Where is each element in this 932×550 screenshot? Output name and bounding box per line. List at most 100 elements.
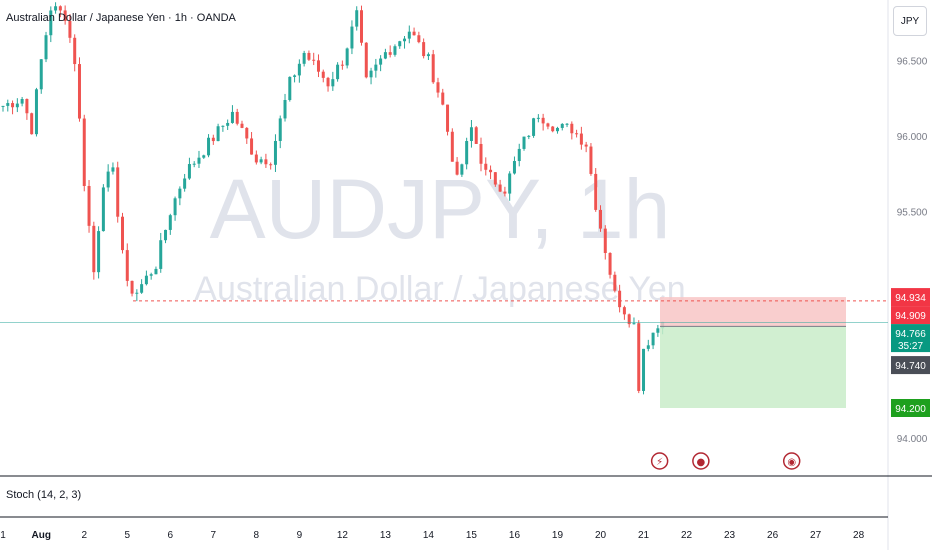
candle-body	[417, 35, 421, 43]
lightning-event-icon-glyph: ⚡	[656, 457, 663, 468]
candle-body	[532, 118, 536, 136]
candle-body	[297, 63, 301, 76]
candle-body	[97, 231, 101, 273]
price-label-text: 94.766	[895, 329, 926, 340]
lightning-event-icon[interactable]	[650, 452, 669, 470]
candle-body	[6, 103, 10, 106]
candle-body	[254, 154, 258, 163]
x-tick-label: 20	[595, 530, 607, 541]
candle-body	[460, 164, 464, 175]
candle-body	[187, 164, 191, 179]
x-tick-label: 26	[767, 530, 779, 541]
candle-body	[622, 307, 626, 315]
candle-body	[192, 163, 196, 165]
candle-body	[441, 92, 445, 105]
candle-body	[364, 42, 368, 78]
x-tick-label: 16	[509, 530, 521, 541]
globe-event-icon-glyph: ◉	[787, 457, 796, 468]
candle-body	[565, 123, 569, 125]
candle-body	[632, 323, 636, 325]
candle-body	[479, 143, 483, 164]
candle-body	[517, 148, 521, 162]
candle-body	[546, 123, 550, 127]
candle-body	[436, 82, 440, 93]
candle-body	[651, 332, 655, 346]
candle-body	[508, 173, 512, 194]
x-tick-label: Aug	[32, 530, 51, 541]
candle-body	[144, 275, 148, 285]
candle-body	[560, 123, 564, 128]
candle-body	[1, 105, 5, 107]
candle-body	[512, 161, 516, 174]
candle-body	[589, 146, 593, 174]
candle-body	[111, 167, 115, 172]
candle-body	[340, 64, 344, 66]
candle-body	[407, 31, 411, 39]
watermark-name: Australian Dollar / Japanese Yen	[194, 270, 685, 308]
candle-body	[278, 118, 282, 141]
price-label-box	[891, 324, 930, 343]
candle-body	[259, 159, 263, 163]
candle-body	[82, 118, 86, 186]
candle-body	[484, 163, 488, 170]
candle-body	[446, 104, 450, 132]
candle-body	[168, 215, 172, 230]
candle-body	[197, 157, 201, 164]
candle-body	[374, 64, 378, 71]
red-dot-event-icon-glyph: ●	[697, 457, 706, 468]
candle-body	[130, 280, 134, 294]
candle-body	[34, 89, 38, 135]
price-label-text: 94.934	[895, 293, 926, 304]
candle-body	[54, 6, 58, 11]
candle-body	[164, 229, 168, 241]
price-label-text: 94.909	[895, 311, 926, 322]
candle-body	[235, 111, 239, 124]
price-label-text: 35:27	[898, 341, 923, 352]
candle-body	[92, 225, 96, 273]
x-tick-label: 5	[124, 530, 130, 541]
globe-event-icon[interactable]	[782, 452, 801, 470]
candle-body	[388, 52, 392, 55]
candle-body	[618, 290, 622, 308]
red-dot-event-icon[interactable]	[692, 452, 710, 470]
candle-body	[140, 284, 144, 293]
candle-body	[250, 138, 254, 155]
candle-body	[608, 253, 612, 275]
price-label-box	[891, 356, 930, 375]
candle-body	[345, 48, 349, 66]
x-tick-label: 23	[724, 530, 736, 541]
candle-body	[87, 185, 91, 226]
candle-body	[426, 54, 430, 57]
candle-body	[637, 323, 641, 391]
y-tick-label: 94.000	[897, 434, 928, 445]
price-label-box	[891, 338, 930, 353]
take-profit-zone[interactable]	[660, 326, 846, 408]
candle-body	[312, 59, 316, 61]
x-tick-label: 28	[853, 530, 865, 541]
candle-body	[541, 117, 545, 124]
candle-body	[469, 127, 473, 142]
candle-body	[207, 137, 211, 156]
candle-body	[498, 184, 502, 192]
candle-body	[613, 274, 617, 291]
stochastic-indicator-label[interactable]: Stoch (14, 2, 3)	[6, 489, 82, 501]
price-label-text: 94.740	[895, 361, 926, 372]
candle-body	[316, 60, 320, 72]
candle-body	[221, 125, 225, 127]
candle-body	[493, 172, 497, 185]
candle-body	[63, 10, 67, 21]
candle-body	[15, 103, 19, 108]
candle-body	[575, 133, 579, 135]
stop-loss-zone[interactable]	[660, 297, 846, 327]
candle-body	[307, 52, 311, 60]
candle-body	[149, 274, 153, 276]
candle-body	[455, 161, 459, 175]
candle-body	[288, 76, 292, 101]
candle-body	[331, 79, 335, 87]
candle-body	[293, 75, 297, 77]
candle-body	[599, 209, 602, 229]
candle-body	[522, 136, 526, 149]
currency-button[interactable]: JPY	[893, 6, 927, 36]
candle-body	[49, 10, 53, 36]
